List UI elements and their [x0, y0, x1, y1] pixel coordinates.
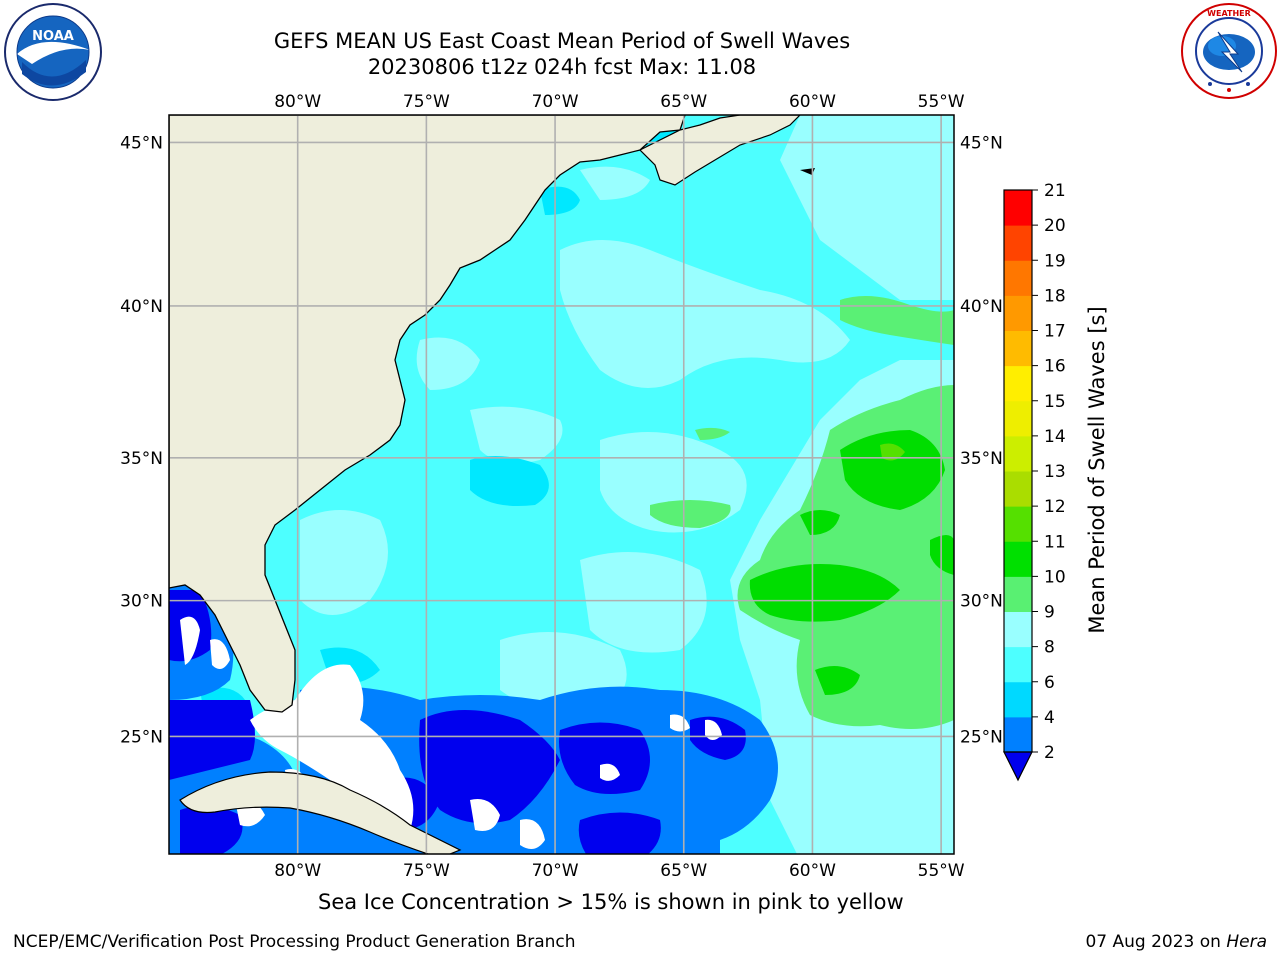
lon-label-bottom: 70°W: [532, 861, 579, 881]
lat-label-right: 40°N: [960, 297, 1003, 317]
lon-label-top: 70°W: [532, 92, 579, 112]
lon-label-top: 55°W: [918, 92, 965, 112]
swell-band-11-12: [880, 443, 905, 461]
colorbar-bin: [1004, 471, 1032, 507]
colorbar-tick-label: 20: [1044, 216, 1066, 236]
colorbar-tick-label: 16: [1044, 357, 1066, 377]
colorbar-tick-label: 8: [1044, 638, 1055, 658]
colorbar-tick-label: 11: [1044, 532, 1066, 552]
colorbar-tick-label: 12: [1044, 497, 1066, 517]
lat-label-left: 45°N: [120, 133, 163, 153]
swell-band-under-2: [169, 590, 746, 854]
colorbar-tick-label: 18: [1044, 286, 1066, 306]
colorbar-tick-label: 21: [1044, 181, 1066, 201]
colorbar-under-triangle: [1003, 751, 1033, 782]
forecast-subtitle: 20230806 t12z 024h fcst Max: 11.08: [367, 55, 757, 79]
lon-label-bottom: 80°W: [274, 861, 321, 881]
colorbar-tick-label: 15: [1044, 392, 1066, 412]
footer-credit: NCEP/EMC/Verification Post Processing Pr…: [13, 932, 576, 952]
svg-text:WEATHER: WEATHER: [1207, 9, 1251, 18]
noaa-logo-icon: NOAA: [4, 3, 102, 101]
colorbar-tick-label: 10: [1044, 567, 1066, 587]
colorbar-tick-label: 14: [1044, 427, 1066, 447]
colorbar-bin: [1004, 716, 1032, 753]
lat-label-right: 45°N: [960, 133, 1003, 153]
lat-label-left: 35°N: [120, 449, 163, 469]
colorbar: 2 4 6 8 9 10 11 12 13 14 15 16 17 18 19 20 21: [1003, 181, 1066, 782]
colorbar-bin: [1004, 330, 1032, 367]
colorbar-bin: [1004, 611, 1032, 648]
swell-band-10-11: [749, 430, 954, 695]
map-plot-area: [169, 115, 954, 854]
colorbar-bin: [1004, 400, 1032, 437]
footer-date-text: 07 Aug 2023 on: [1085, 932, 1227, 952]
colorbar-label: Mean Period of Swell Waves [s]: [1085, 306, 1109, 634]
sea-ice-caption: Sea Ice Concentration > 15% is shown in …: [318, 890, 904, 914]
colorbar-bin: [1004, 225, 1032, 261]
colorbar-bin: [1004, 541, 1032, 577]
cuba-landmass: [179, 771, 462, 854]
graticule: [169, 115, 954, 854]
colorbar-tick-label: 4: [1044, 708, 1055, 728]
footer-machine: Hera: [1226, 932, 1267, 952]
colorbar-bin: [1004, 295, 1032, 331]
colorbar-tick-label: 17: [1044, 322, 1066, 342]
colorbar-bin: [1004, 576, 1032, 612]
lon-label-top: 75°W: [403, 92, 450, 112]
lon-label-bottom: 55°W: [918, 861, 965, 881]
colorbar-bin: [1004, 190, 1032, 226]
colorbar-tick-label: 19: [1044, 251, 1066, 271]
colorbar-bin: [1004, 646, 1032, 683]
lon-label-top: 65°W: [660, 92, 707, 112]
colorbar-bin: [1004, 435, 1032, 472]
noaa-logo-text: NOAA: [32, 29, 74, 44]
colorbar-tick-label: 13: [1044, 462, 1066, 482]
footer-date: 07 Aug 2023 on Hera: [1085, 932, 1267, 952]
lat-label-left: 30°N: [120, 592, 163, 612]
colorbar-bin: [1004, 506, 1032, 542]
lat-label-right: 30°N: [960, 592, 1003, 612]
lon-label-bottom: 75°W: [403, 861, 450, 881]
colorbar-tick-label: 6: [1044, 673, 1055, 693]
lat-label-left: 25°N: [120, 727, 163, 747]
colorbar-bin: [1004, 681, 1032, 718]
colorbar-bin: [1004, 260, 1032, 296]
map-title: GEFS MEAN US East Coast Mean Period of S…: [273, 29, 851, 53]
colorbar-tick-label: 2: [1044, 743, 1055, 763]
map-axis-labels: 80°W 80°W 75°W 75°W 70°W 70°W 65°W 65°W 60°W 60°W…: [120, 92, 1003, 881]
lon-label-top: 60°W: [789, 92, 836, 112]
colorbar-tick-label: 9: [1044, 603, 1055, 623]
map-frame: [168, 114, 955, 855]
lon-label-top: 80°W: [274, 92, 321, 112]
lon-label-bottom: 65°W: [660, 861, 707, 881]
colorbar-bin: [1004, 365, 1032, 402]
lon-label-bottom: 60°W: [789, 861, 836, 881]
lat-label-right: 35°N: [960, 449, 1003, 469]
lat-label-left: 40°N: [120, 297, 163, 317]
nws-logo-icon: WEATHER: [1181, 3, 1277, 99]
lat-label-right: 25°N: [960, 727, 1003, 747]
sable-island: [800, 168, 815, 175]
